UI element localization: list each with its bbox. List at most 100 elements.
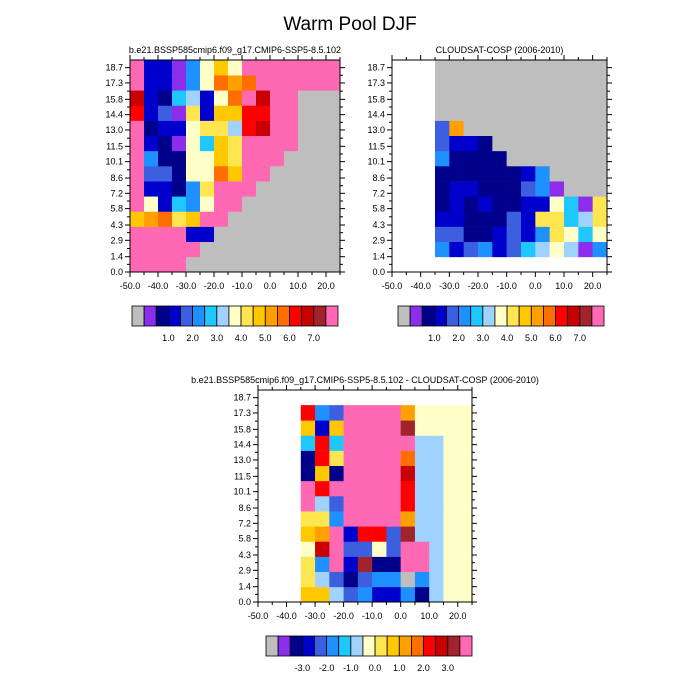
heatmap-cell bbox=[329, 511, 344, 527]
heatmap-cell bbox=[343, 435, 359, 451]
heatmap-cell bbox=[315, 450, 330, 467]
heatmap-cell bbox=[172, 120, 187, 137]
heatmap-cell bbox=[386, 480, 401, 497]
heatmap-cell bbox=[414, 541, 430, 557]
heatmap-cell bbox=[506, 226, 522, 243]
colorbar-box bbox=[265, 635, 279, 657]
colorbar-box bbox=[313, 305, 327, 327]
heatmap-cell bbox=[535, 241, 550, 258]
heatmap-cell bbox=[343, 526, 359, 542]
heatmap-cell bbox=[256, 226, 271, 243]
y-tick-label: 1.4 bbox=[110, 252, 123, 262]
heatmap-cell bbox=[329, 405, 344, 421]
heatmap-cell bbox=[242, 256, 257, 273]
heatmap-cell bbox=[242, 105, 257, 121]
heatmap-cell bbox=[592, 241, 608, 258]
heatmap-cell bbox=[312, 90, 327, 106]
heatmap-cell bbox=[200, 120, 215, 137]
heatmap-cell bbox=[242, 241, 257, 258]
colorbar-label: 4.0 bbox=[501, 333, 514, 343]
heatmap-cell bbox=[242, 90, 257, 106]
heatmap-cell bbox=[144, 241, 159, 258]
heatmap-cell bbox=[214, 75, 229, 91]
heatmap-cell bbox=[429, 480, 444, 497]
heatmap-cell bbox=[343, 450, 359, 467]
colorbar-label: 0.0 bbox=[369, 663, 382, 673]
x-tick-label: -40.0 bbox=[276, 611, 297, 621]
heatmap-cell bbox=[130, 196, 145, 212]
heatmap-cell bbox=[256, 75, 271, 91]
heatmap-cell bbox=[549, 90, 565, 106]
heatmap-cell bbox=[443, 405, 459, 421]
heatmap-cell bbox=[214, 196, 229, 212]
colorbar-box bbox=[518, 305, 532, 327]
heatmap-cell bbox=[200, 135, 215, 152]
heatmap-cell bbox=[200, 196, 215, 212]
heatmap-cell bbox=[478, 105, 493, 121]
heatmap-cell bbox=[200, 181, 215, 197]
heatmap-cell bbox=[564, 90, 579, 106]
heatmap-cell bbox=[130, 75, 145, 91]
heatmap-cell bbox=[130, 90, 145, 106]
heatmap-cell bbox=[443, 465, 459, 482]
y-tick-label: 15.8 bbox=[105, 94, 123, 104]
colorbar-box bbox=[409, 305, 423, 327]
heatmap-cell bbox=[329, 526, 344, 542]
heatmap-cell bbox=[429, 586, 444, 603]
colorbar-label: 5.0 bbox=[525, 333, 538, 343]
heatmap-cell bbox=[300, 496, 316, 512]
heatmap-cell bbox=[435, 241, 450, 258]
heatmap-cell bbox=[435, 166, 450, 182]
heatmap-cell bbox=[158, 256, 173, 273]
y-tick-label: 14.4 bbox=[105, 110, 123, 120]
heatmap-cell bbox=[443, 556, 459, 573]
heatmap-cell bbox=[549, 60, 565, 76]
heatmap-cell bbox=[457, 511, 473, 527]
heatmap-cell bbox=[521, 166, 536, 182]
heatmap-cell bbox=[158, 60, 173, 76]
heatmap-cell bbox=[186, 105, 201, 121]
x-tick-label: -40.0 bbox=[148, 281, 169, 291]
heatmap-cell bbox=[443, 420, 459, 436]
heatmap-cell bbox=[357, 405, 373, 421]
heatmap-cell bbox=[228, 211, 243, 227]
heatmap-cell bbox=[315, 541, 330, 557]
colorbar-label: 2.0 bbox=[417, 663, 430, 673]
heatmap-cell bbox=[326, 135, 341, 152]
y-tick-label: 18.7 bbox=[367, 63, 385, 73]
heatmap-cell bbox=[457, 480, 473, 497]
heatmap-cell bbox=[578, 105, 593, 121]
heatmap-cell bbox=[315, 405, 330, 421]
heatmap-cell bbox=[357, 511, 373, 527]
heatmap-cell bbox=[478, 90, 493, 106]
heatmap-cell bbox=[478, 120, 493, 137]
x-tick-label: -20.0 bbox=[333, 611, 354, 621]
heatmap-cell bbox=[549, 120, 565, 137]
heatmap-cell bbox=[449, 211, 464, 227]
heatmap-cell bbox=[270, 256, 285, 273]
heatmap-cell bbox=[214, 181, 229, 197]
heatmap-cell bbox=[414, 556, 430, 573]
heatmap-cell bbox=[158, 196, 173, 212]
colorbar-label: 3.0 bbox=[442, 663, 455, 673]
heatmap-cell bbox=[492, 196, 507, 212]
colorbar-label: 5.0 bbox=[259, 333, 272, 343]
colorbar-box bbox=[289, 635, 303, 657]
heatmap-cell bbox=[172, 90, 187, 106]
y-tick-label: 1.4 bbox=[372, 252, 385, 262]
heatmap-cell bbox=[284, 75, 299, 91]
heatmap-cell bbox=[549, 181, 565, 197]
heatmap-cell bbox=[312, 196, 327, 212]
heatmap-cell bbox=[144, 256, 159, 273]
heatmap-cell bbox=[372, 586, 387, 603]
heatmap-cell bbox=[564, 181, 579, 197]
heatmap-cell bbox=[372, 571, 387, 588]
heatmap-cell bbox=[443, 480, 459, 497]
heatmap-cell bbox=[312, 135, 327, 152]
colorbar-box bbox=[398, 635, 412, 657]
heatmap-cell bbox=[506, 196, 522, 212]
heatmap-cell bbox=[312, 166, 327, 182]
heatmap-cell bbox=[214, 105, 229, 121]
heatmap-cell bbox=[186, 211, 201, 227]
heatmap-cell bbox=[228, 105, 243, 121]
